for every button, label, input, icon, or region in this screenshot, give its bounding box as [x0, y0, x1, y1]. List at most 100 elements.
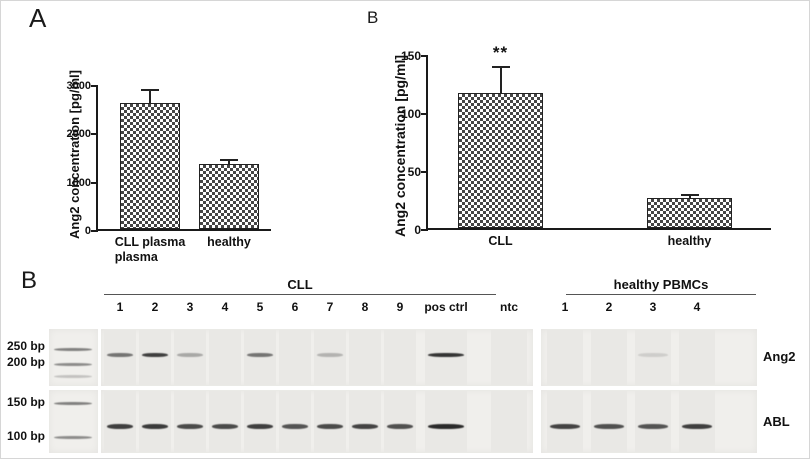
gel-group-cll: CLL [104, 277, 496, 295]
significance-marker: ** [492, 42, 509, 62]
gel-panel-label: B [21, 267, 38, 294]
y-tick-label: 1000 [66, 176, 91, 189]
gel-lane-cll-6 [279, 391, 311, 452]
ladder-band [54, 402, 92, 405]
gel-lane-cll-5 [244, 391, 276, 452]
ladder-band [54, 363, 92, 366]
lane-label-cll-9: 9 [396, 300, 404, 314]
y-tick-label: 50 [407, 165, 421, 179]
gel-lane-cll-9 [384, 391, 416, 452]
y-tick-label: 100 [400, 107, 421, 121]
gel-lane-healthy-3 [635, 330, 671, 385]
lane-label-healthy-1: 1 [561, 300, 569, 314]
gel-lane-ntc [491, 330, 527, 385]
gel-lane-cll-5 [244, 330, 276, 385]
gel-lane-healthy-2 [591, 330, 627, 385]
gel-lane-cll-7 [314, 391, 346, 452]
y-tick-mark [421, 171, 428, 173]
gel-band-pos-ctrl [428, 353, 464, 357]
lane-label-cll-6: 6 [291, 300, 299, 314]
y-tick-mark [91, 181, 98, 184]
gel-lane-cll-4 [209, 391, 241, 452]
size-marker-150bp: 150 bp [7, 395, 46, 409]
gel-target-ang2: Ang2 [763, 349, 796, 364]
gel-band-cll-7 [317, 353, 343, 357]
ladder-band [54, 436, 92, 439]
gel-lane-cll-8 [349, 391, 381, 452]
gel-band-cll-3 [177, 424, 203, 429]
error-bar [680, 194, 699, 198]
gel-band-cll-1 [107, 424, 133, 429]
lane-label-cll-2: 2 [151, 300, 159, 314]
gel-band-cll-7 [317, 424, 343, 429]
gel-lane-ntc [491, 391, 527, 452]
lane-label-cll-4: 4 [221, 300, 229, 314]
gel-band-cll-1 [107, 353, 133, 357]
error-bar-cap [680, 194, 699, 197]
gel-lane-cll-2 [139, 391, 171, 452]
lane-label-healthy-2: 2 [605, 300, 613, 314]
y-tick-label: 3000 [66, 80, 91, 92]
gel-band-cll-2 [142, 353, 168, 357]
gel-band-healthy-2 [594, 424, 624, 429]
error-bar-cap [491, 65, 510, 68]
gel-band-healthy-4 [682, 424, 712, 429]
gel-band-healthy-3 [638, 353, 668, 357]
gel-band-cll-3 [177, 353, 203, 357]
y-tick-label: 150 [400, 49, 421, 63]
bar-2 [199, 163, 259, 229]
bar-1 [120, 103, 180, 229]
error-bar [141, 88, 159, 104]
gel-lane-cll-1 [104, 330, 136, 385]
ladder-band [54, 375, 92, 378]
x-axis-category-label: healthy [667, 234, 712, 248]
lane-label-cll-3: 3 [186, 300, 194, 314]
panel-b-label: B [367, 8, 379, 27]
gel-image [49, 390, 98, 453]
y-tick-mark [421, 55, 428, 57]
x-axis-category-label: CLL plasma plasma [114, 235, 186, 264]
y-tick-mark [91, 133, 98, 136]
gel-lane-cll-2 [139, 330, 171, 385]
gel-band-cll-2 [142, 424, 168, 429]
lane-label-healthy-3: 3 [649, 300, 657, 314]
gel-lane-cll-3 [174, 330, 206, 385]
gel-band-cll-5 [247, 353, 273, 357]
y-tick-mark [91, 85, 98, 87]
gel-group-healthy-pbmcs: healthy PBMCs [566, 277, 756, 295]
gel-lane-cll-7 [314, 330, 346, 385]
y-tick-mark [91, 230, 98, 232]
error-bar [491, 65, 510, 94]
bar-2 [647, 197, 732, 228]
gel-lane-healthy-1 [547, 391, 583, 452]
gel-band-cll-9 [387, 424, 413, 429]
y-tick-label: 2000 [66, 128, 91, 141]
lane-label-cll-7: 7 [326, 300, 334, 314]
gel-lane-pos-ctrl [425, 391, 467, 452]
gel-band-cll-6 [282, 424, 308, 429]
gel-lane-cll-3 [174, 391, 206, 452]
gel-band-cll-5 [247, 424, 273, 429]
x-axis-category-label: healthy [207, 235, 251, 249]
panel-a-plot: 0 1000 2000 3000 CLL plasma plasma healthy [67, 80, 271, 264]
bar-1 [458, 93, 543, 228]
panel-b-y-axis-title: Ang2 concentration [pg/ml] [392, 55, 408, 237]
lane-label-healthy-4: 4 [693, 300, 701, 314]
gel-lane-healthy-3 [635, 391, 671, 452]
error-bar [220, 158, 238, 164]
panel-b-plot: 0 50 100 150 ** CLL healthy [401, 43, 771, 248]
size-marker-200bp: 200 bp [7, 355, 46, 369]
gel-lane-cll-1 [104, 391, 136, 452]
gel-band-cll-4 [212, 424, 238, 429]
size-marker-250bp: 250 bp [7, 339, 46, 353]
lane-label-cll-5: 5 [256, 300, 264, 314]
y-tick-mark [421, 113, 428, 115]
y-tick-label: 0 [414, 223, 421, 237]
lane-label-ntc: ntc [500, 300, 518, 314]
lane-label-pos-ctrl: pos ctrl [424, 300, 468, 314]
size-marker-100bp: 100 bp [7, 429, 46, 443]
error-bar-cap [141, 88, 159, 91]
gel-lane-healthy-4 [679, 391, 715, 452]
gel-lane-pos-ctrl [425, 330, 467, 385]
gel-lane-cll-8 [349, 330, 381, 385]
